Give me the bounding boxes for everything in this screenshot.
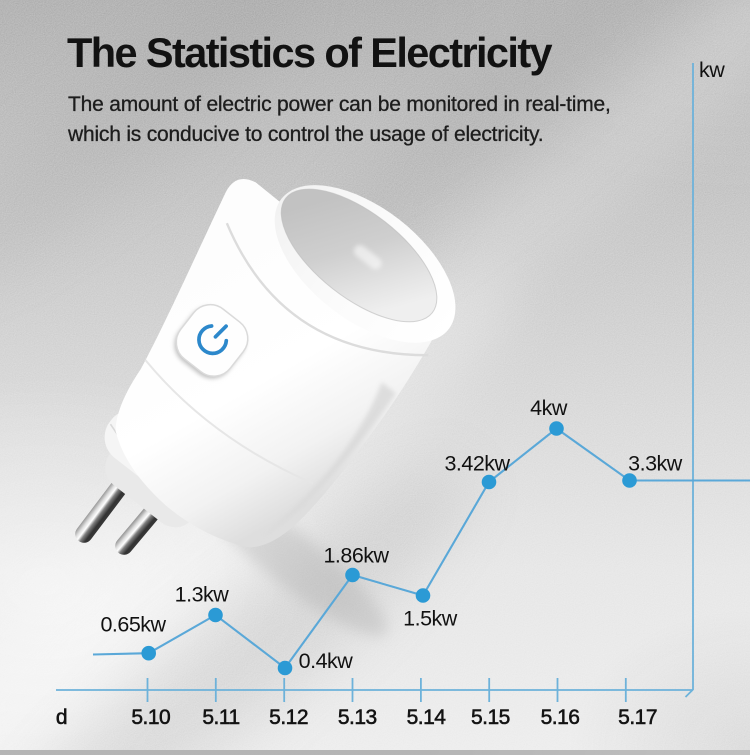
svg-text:d: d bbox=[56, 706, 67, 729]
svg-text:5.15: 5.15 bbox=[471, 706, 510, 729]
svg-text:5.10: 5.10 bbox=[131, 706, 170, 729]
svg-text:5.17: 5.17 bbox=[618, 706, 657, 729]
svg-text:1.5kw: 1.5kw bbox=[403, 607, 458, 631]
svg-text:kw: kw bbox=[699, 58, 725, 82]
svg-text:4kw: 4kw bbox=[530, 396, 568, 420]
svg-text:0.4kw: 0.4kw bbox=[299, 649, 354, 673]
svg-text:5.12: 5.12 bbox=[269, 706, 308, 729]
svg-text:5.16: 5.16 bbox=[541, 706, 580, 729]
svg-text:5.14: 5.14 bbox=[407, 706, 447, 729]
svg-text:5.13: 5.13 bbox=[338, 706, 377, 729]
svg-text:1.3kw: 1.3kw bbox=[175, 583, 230, 607]
svg-text:1.86kw: 1.86kw bbox=[323, 544, 389, 568]
svg-text:5.11: 5.11 bbox=[202, 706, 239, 729]
svg-text:0.65kw: 0.65kw bbox=[100, 613, 166, 637]
svg-text:3.3kw: 3.3kw bbox=[628, 452, 683, 476]
svg-text:3.42kw: 3.42kw bbox=[444, 451, 510, 475]
